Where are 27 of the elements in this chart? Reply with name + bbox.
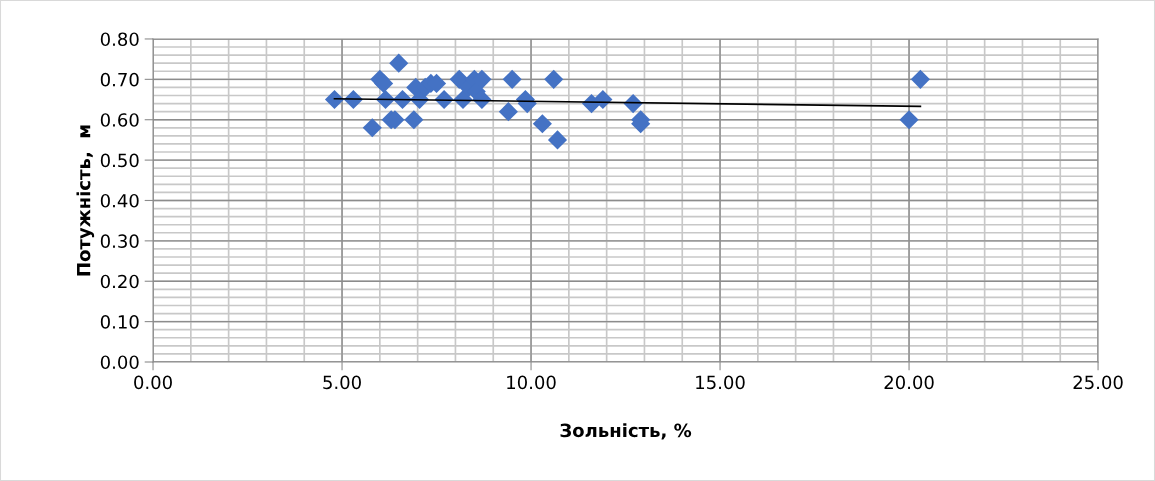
x-axis-title: Зольність, %: [560, 423, 692, 440]
y-tick-label: 0.40: [100, 193, 139, 208]
x-tick-label: 0.00: [134, 375, 172, 390]
point: [910, 69, 930, 89]
x-tick-label: 20.00: [884, 375, 934, 390]
point: [404, 110, 424, 130]
point: [362, 118, 382, 138]
y-tick-label: 0.50: [100, 153, 139, 168]
point: [498, 102, 518, 122]
point: [502, 69, 522, 89]
y-tick-label: 0.20: [100, 274, 139, 289]
y-tick-label: 0.60: [100, 113, 139, 127]
y-axis-title: Потужність, м: [76, 125, 95, 276]
x-tick-label: 25.00: [1073, 375, 1123, 390]
y-tick-label: 0.30: [100, 234, 139, 248]
x-tick-label: 5.00: [323, 375, 361, 390]
point: [544, 69, 564, 89]
point: [532, 114, 552, 134]
y-tick-label: 0.80: [100, 32, 139, 47]
y-tick-label: 0.10: [100, 315, 139, 329]
x-tick-label: 15.00: [696, 375, 745, 390]
point: [547, 130, 568, 150]
y-tick-label: 0.70: [100, 72, 139, 87]
x-tick-label: 10.00: [507, 375, 556, 390]
point: [389, 53, 409, 73]
point: [899, 110, 919, 130]
y-tick-label: 0.00: [100, 355, 139, 370]
